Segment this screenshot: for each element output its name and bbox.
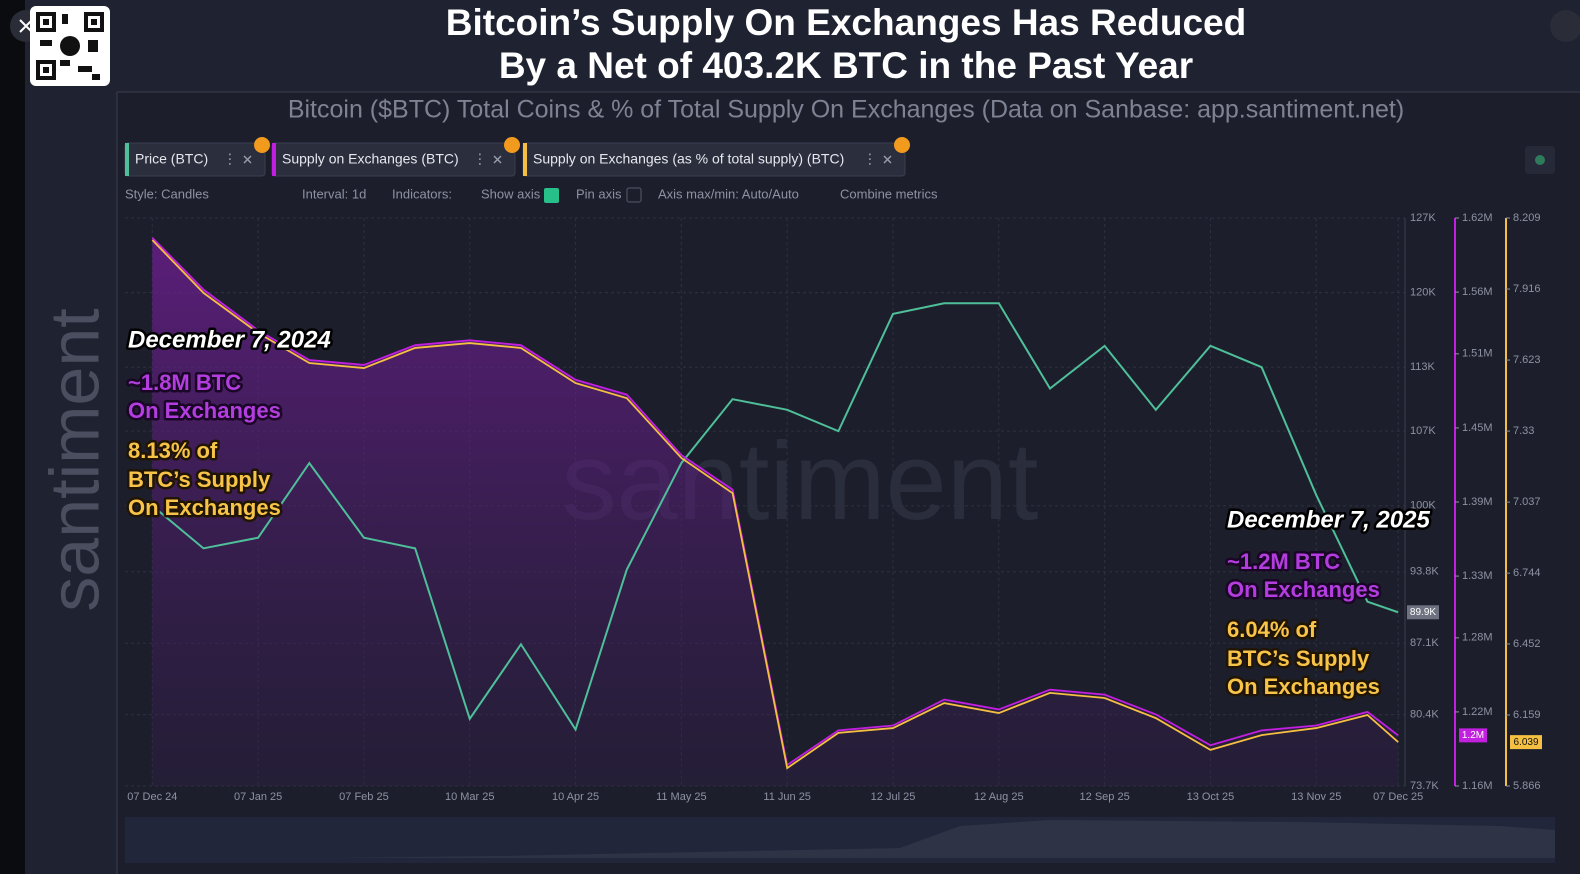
- last-value-box: [1407, 605, 1439, 620]
- y2-tick-label: 1.28M: [1462, 632, 1493, 644]
- toolbar-item[interactable]: Show axis: [481, 186, 541, 201]
- chip-menu: ⋮: [863, 151, 877, 167]
- legend-label: Supply on Exchanges (as % of total suppl…: [533, 151, 844, 167]
- last-value-label: 89.9K: [1410, 607, 1436, 618]
- plot-layer: [151, 237, 1399, 786]
- y2-tick-label: 1.33M: [1462, 570, 1493, 582]
- x-tick-label: 12 Jul 25: [871, 791, 916, 803]
- checkbox[interactable]: [544, 188, 559, 203]
- x-tick-label: 07 Feb 25: [339, 791, 389, 803]
- chip-remove[interactable]: [493, 155, 502, 164]
- y-tick-label: 107K: [1410, 425, 1436, 437]
- toolbar-item[interactable]: Interval: 1d: [302, 186, 366, 201]
- annotation-share: 6.04% of: [1227, 617, 1317, 642]
- toolbar-item[interactable]: Indicators:: [392, 186, 452, 201]
- annotation-share: BTC’s Supply: [128, 467, 271, 492]
- chip-remove[interactable]: [883, 155, 892, 164]
- asset-badge: [504, 137, 520, 153]
- annotation-date: December 7, 2025: [1227, 506, 1430, 533]
- last-value-box: [1459, 728, 1487, 743]
- subtitle: Bitcoin ($BTC) Total Coins & % of Total …: [288, 96, 1404, 124]
- legend-swatch: [523, 143, 527, 176]
- last-value-label: 1.2M: [1462, 730, 1484, 741]
- chip-menu: ⋮: [473, 151, 487, 167]
- y-tick-label: 100K: [1410, 500, 1436, 512]
- toolbar-item[interactable]: Combine metrics: [840, 186, 938, 201]
- title: Bitcoin’s Supply On Exchanges Has Reduce…: [446, 2, 1247, 43]
- legend-label: Price (BTC): [135, 151, 208, 167]
- x-tick-label: 10 Mar 25: [445, 791, 495, 803]
- y2-tick-label: 1.22M: [1462, 706, 1493, 718]
- y3-tick-label: 6.452: [1513, 638, 1541, 650]
- x-tick-label: 13 Nov 25: [1291, 791, 1341, 803]
- y2-tick-label: 1.51M: [1462, 348, 1493, 360]
- navigator-area: [330, 820, 1555, 858]
- x-tick-label: 11 Jun 25: [763, 791, 811, 803]
- y3-tick-label: 7.33: [1513, 425, 1534, 437]
- last-value-label: 6.039: [1513, 737, 1538, 748]
- y-tick-label: 120K: [1410, 287, 1436, 299]
- y-tick-label: 113K: [1410, 361, 1436, 373]
- y2-tick-label: 1.45M: [1462, 422, 1493, 434]
- close-button[interactable]: [1550, 10, 1580, 42]
- y3-tick-label: 8.209: [1513, 212, 1541, 224]
- annotation-supply: ~1.8M BTC: [128, 370, 241, 395]
- y2-tick-label: 1.39M: [1462, 496, 1493, 508]
- annotation-share: On Exchanges: [1227, 674, 1380, 699]
- y2-tick-label: 1.56M: [1462, 286, 1493, 298]
- x-tick-label: 10 Apr 25: [552, 791, 599, 803]
- annotation-supply: On Exchanges: [1227, 577, 1380, 602]
- x-tick-label: 07 Jan 25: [234, 791, 282, 803]
- status-dot: [1535, 155, 1545, 165]
- y3-tick-label: 7.916: [1513, 283, 1541, 295]
- y3-tick-label: 7.037: [1513, 496, 1541, 508]
- y2-tick-label: 1.62M: [1462, 212, 1493, 224]
- checkbox[interactable]: [626, 187, 642, 203]
- annotation-date: December 7, 2024: [128, 326, 331, 353]
- annotation-share: BTC’s Supply: [1227, 646, 1370, 671]
- x-tick-label: 13 Oct 25: [1187, 791, 1235, 803]
- x-tick-label: 12 Aug 25: [974, 791, 1024, 803]
- y3-tick-label: 6.744: [1513, 567, 1541, 579]
- watermark: santiment: [35, 308, 113, 611]
- y3-tick-label: 5.866: [1513, 780, 1541, 792]
- y-tick-label: 80.4K: [1410, 709, 1439, 721]
- series-line: [151, 239, 1399, 770]
- left-strip: [0, 0, 25, 874]
- asset-badge: [254, 137, 270, 153]
- annotation-supply: On Exchanges: [128, 398, 281, 423]
- toolbar-item[interactable]: Pin axis: [576, 186, 622, 201]
- y2-tick-label: 1.16M: [1462, 780, 1493, 792]
- toolbar-item[interactable]: Style: Candles: [125, 186, 209, 201]
- toolbar-item[interactable]: Axis max/min: Auto/Auto: [658, 186, 799, 201]
- asset-badge: [894, 137, 910, 153]
- legend-swatch: [125, 143, 129, 176]
- legend-label: Supply on Exchanges (BTC): [282, 151, 459, 167]
- x-tick-label: 07 Dec 25: [1373, 791, 1423, 803]
- qr-code: [30, 6, 110, 86]
- last-value-box: [1510, 735, 1542, 750]
- y-tick-label: 87.1K: [1410, 637, 1439, 649]
- annotation-share: On Exchanges: [128, 495, 281, 520]
- series-line: [151, 302, 1399, 732]
- annotation-share: 8.13% of: [128, 438, 218, 463]
- y3-tick-label: 6.159: [1513, 709, 1541, 721]
- y-tick-label: 73.7K: [1410, 780, 1439, 792]
- annotation-supply: ~1.2M BTC: [1227, 549, 1340, 574]
- y-tick-label: 93.8K: [1410, 566, 1439, 578]
- x-tick-label: 11 May 25: [656, 791, 707, 803]
- x-tick-label: 07 Dec 24: [127, 791, 177, 803]
- chip-menu: ⋮: [223, 151, 237, 167]
- legend-swatch: [272, 143, 276, 176]
- area-fill: [152, 237, 1399, 786]
- y3-tick-label: 7.623: [1513, 354, 1541, 366]
- x-tick-label: 12 Sep 25: [1080, 791, 1130, 803]
- chip-remove[interactable]: [243, 155, 252, 164]
- title: By a Net of 403.2K BTC in the Past Year: [499, 45, 1193, 86]
- y-tick-label: 127K: [1410, 212, 1436, 224]
